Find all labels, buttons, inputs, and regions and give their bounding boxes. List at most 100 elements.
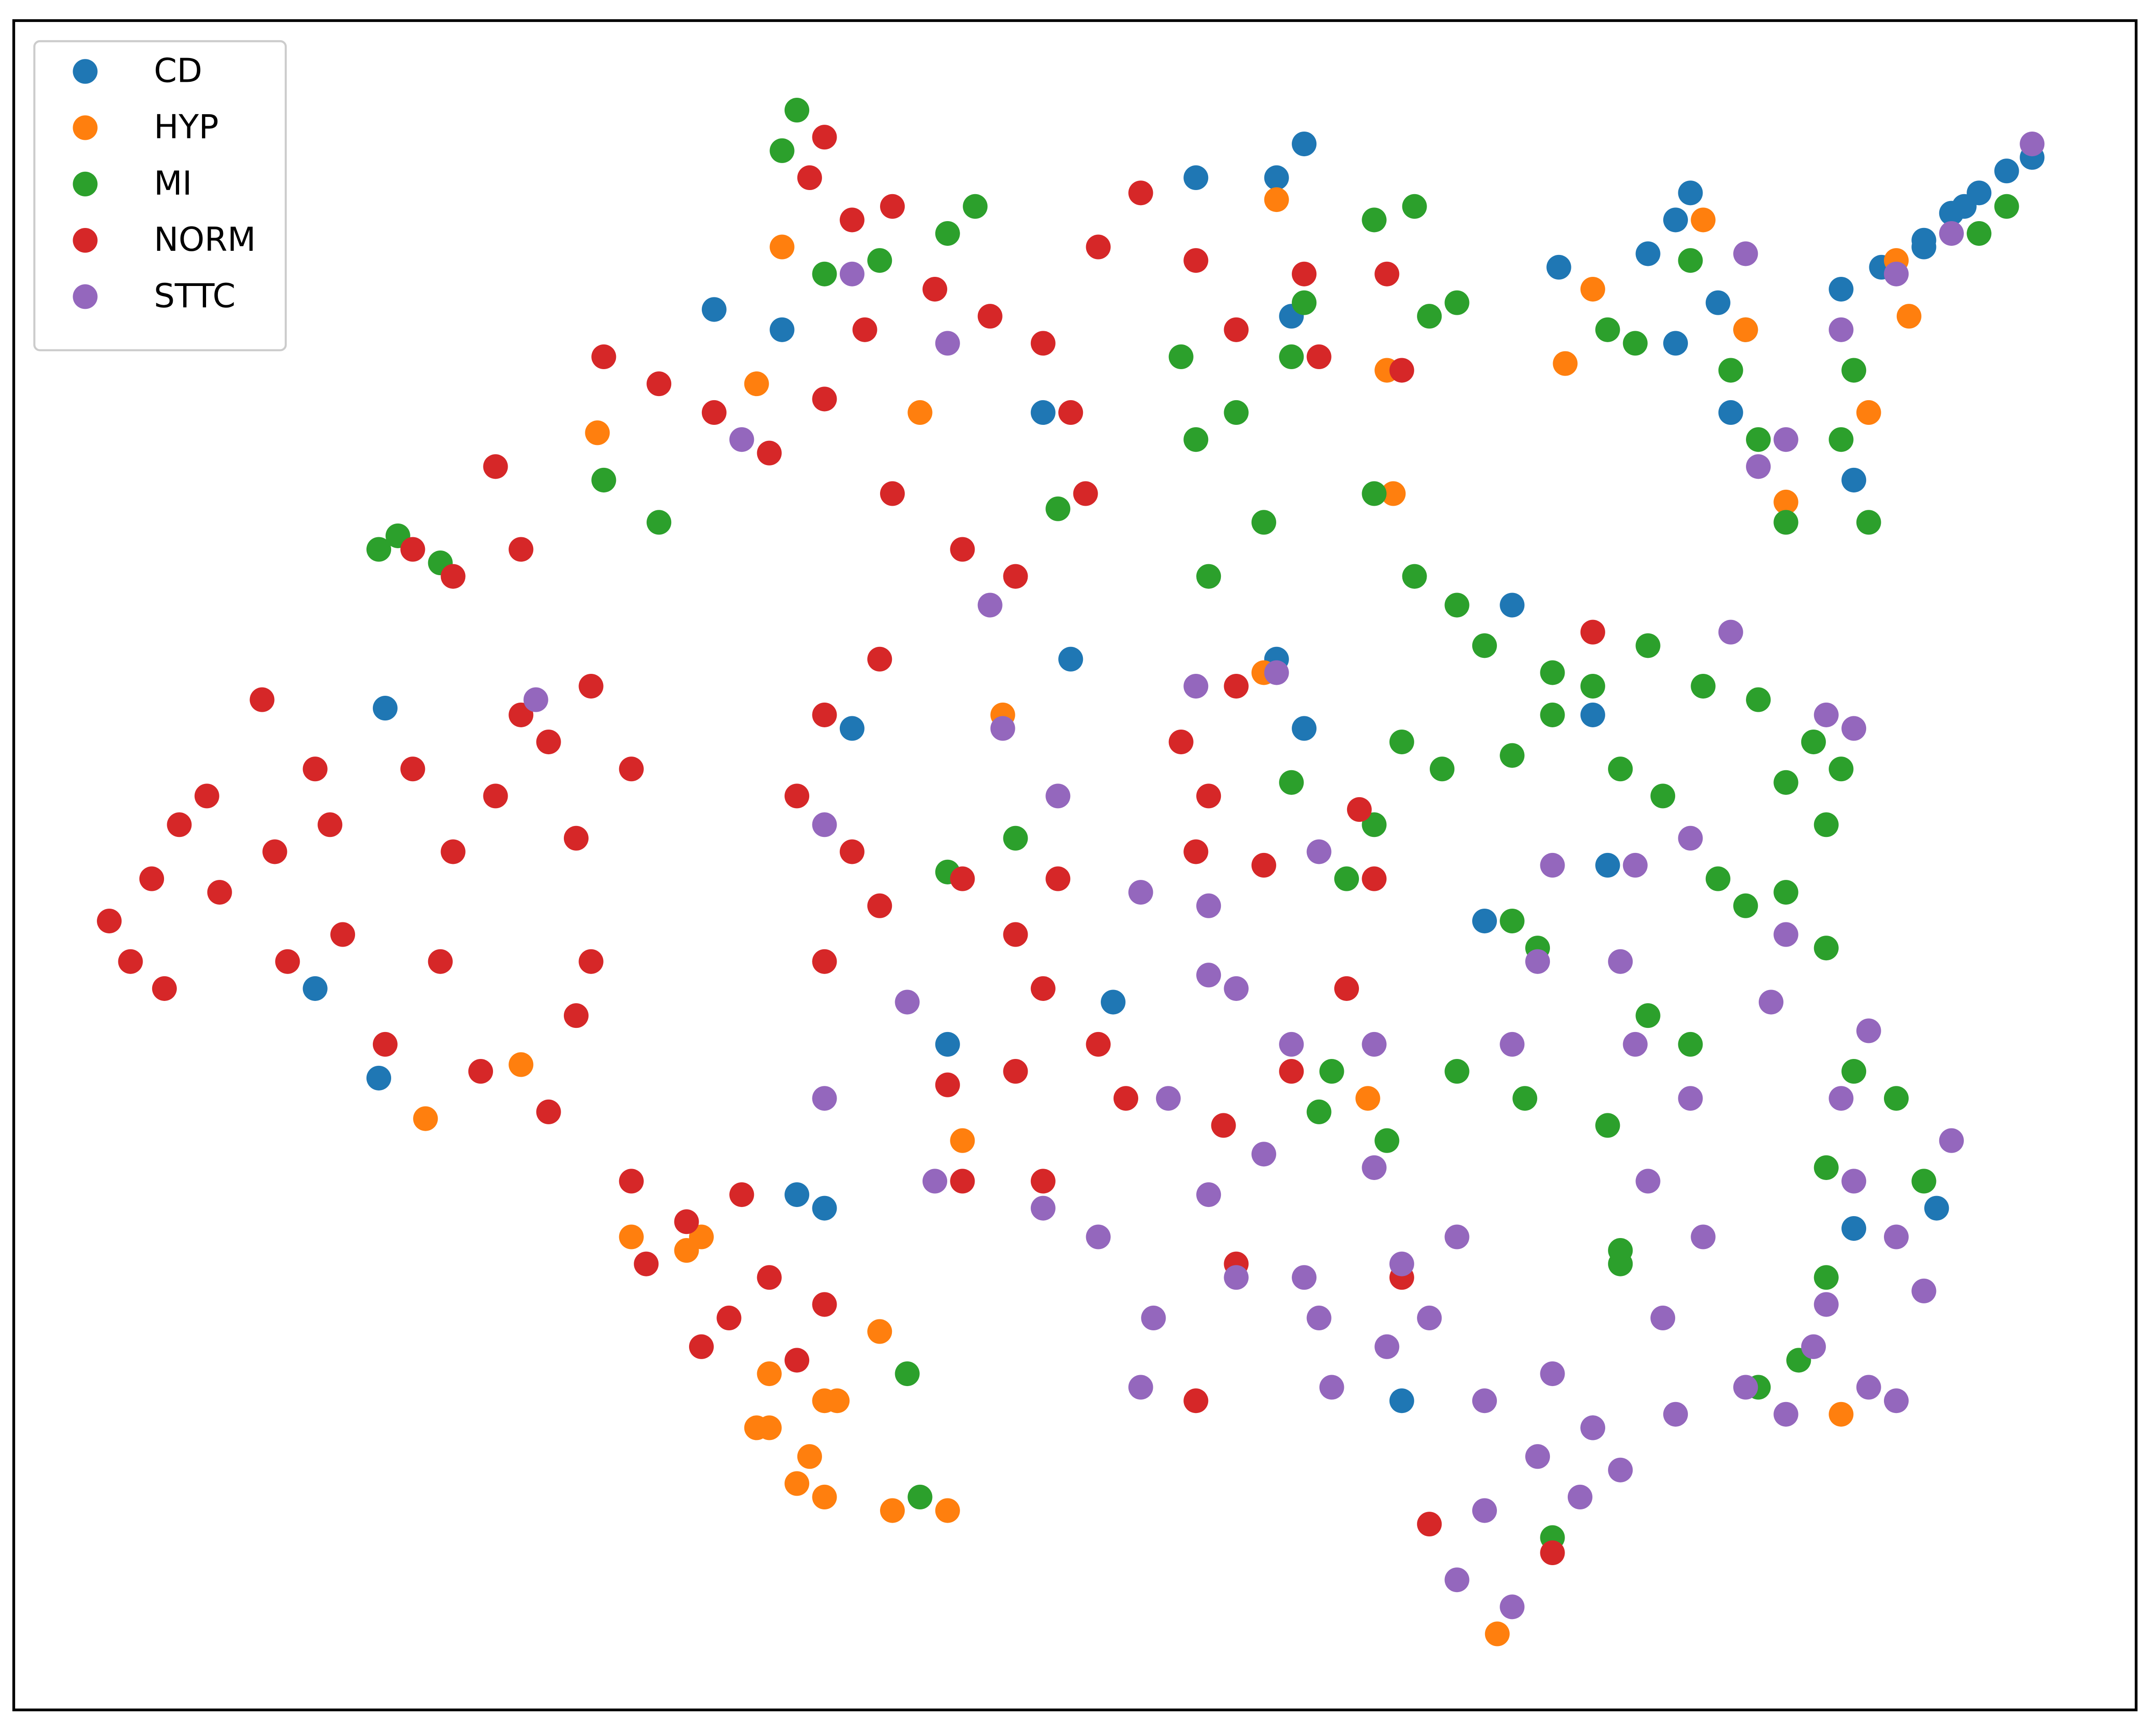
point [536, 1099, 561, 1124]
point [1856, 1018, 1881, 1043]
point [1472, 633, 1497, 658]
point [1334, 976, 1359, 1001]
point [839, 207, 865, 233]
point [1718, 400, 1743, 425]
point [812, 812, 837, 837]
point [701, 297, 727, 322]
point [922, 1169, 947, 1194]
point [1801, 729, 1826, 755]
point [428, 949, 453, 974]
point [1580, 619, 1605, 645]
point [744, 1415, 769, 1440]
point [1678, 180, 1703, 206]
point [689, 1334, 714, 1359]
point [812, 702, 837, 727]
point [1733, 893, 1758, 918]
point [1540, 852, 1565, 878]
point [1389, 358, 1414, 383]
point [1472, 908, 1497, 934]
point [330, 922, 355, 947]
point [1595, 317, 1620, 342]
point [1279, 1059, 1304, 1084]
point [1030, 331, 1056, 356]
point [880, 481, 905, 506]
point [585, 420, 610, 445]
point [1580, 702, 1605, 727]
point [1224, 976, 1249, 1001]
point [578, 673, 604, 699]
point [1841, 358, 1867, 383]
point [1045, 496, 1071, 521]
point [1663, 1402, 1688, 1427]
point [97, 908, 122, 934]
point [1183, 165, 1209, 191]
point [1183, 427, 1209, 452]
point [1829, 276, 1854, 302]
point [1224, 673, 1249, 699]
point [1251, 1142, 1276, 1167]
point [563, 826, 589, 851]
point [591, 344, 616, 370]
point [1678, 1086, 1703, 1111]
point [812, 1086, 837, 1111]
point [413, 1106, 438, 1131]
point [1746, 427, 1771, 452]
point [1773, 922, 1799, 947]
point [1663, 331, 1688, 356]
point [1141, 1305, 1166, 1331]
point [1003, 826, 1028, 851]
point [907, 1484, 933, 1510]
point [1196, 564, 1221, 589]
point [867, 1319, 892, 1344]
point [1003, 564, 1028, 589]
point [1773, 489, 1799, 515]
point [563, 1003, 589, 1028]
point [619, 1224, 644, 1249]
point [1623, 331, 1648, 356]
point [1663, 207, 1688, 233]
point [1650, 783, 1676, 809]
point [262, 839, 287, 864]
point [1567, 1484, 1593, 1510]
point [812, 1292, 837, 1317]
point [729, 427, 754, 452]
point [784, 1182, 810, 1207]
point [895, 1361, 920, 1387]
point [1705, 290, 1730, 315]
point [483, 454, 508, 479]
point [1292, 261, 1317, 286]
legend-label: MI [154, 164, 192, 203]
point [977, 593, 1003, 618]
point [1635, 1003, 1661, 1028]
point [1500, 908, 1525, 934]
point [1939, 221, 1964, 246]
point [1841, 467, 1867, 492]
point [1595, 1113, 1620, 1138]
point [716, 1305, 742, 1331]
point [839, 839, 865, 864]
point [852, 317, 877, 342]
point [1540, 1540, 1565, 1566]
point [797, 165, 822, 191]
point [701, 400, 727, 425]
point [1678, 1032, 1703, 1057]
point [1924, 1196, 1949, 1221]
point [1224, 1265, 1249, 1290]
point [1030, 400, 1056, 425]
point [1045, 783, 1071, 809]
point [784, 98, 810, 123]
point [1952, 194, 1977, 219]
point [366, 1065, 392, 1090]
point [1292, 290, 1317, 315]
point [1635, 241, 1661, 266]
point [1546, 254, 1571, 280]
point [1911, 1278, 1936, 1303]
point [1623, 852, 1648, 878]
point [1773, 770, 1799, 795]
point [372, 1032, 398, 1057]
point [1841, 1059, 1867, 1084]
point [1196, 1182, 1221, 1207]
point [1801, 1334, 1826, 1359]
point [1733, 1375, 1758, 1400]
point [400, 757, 425, 782]
